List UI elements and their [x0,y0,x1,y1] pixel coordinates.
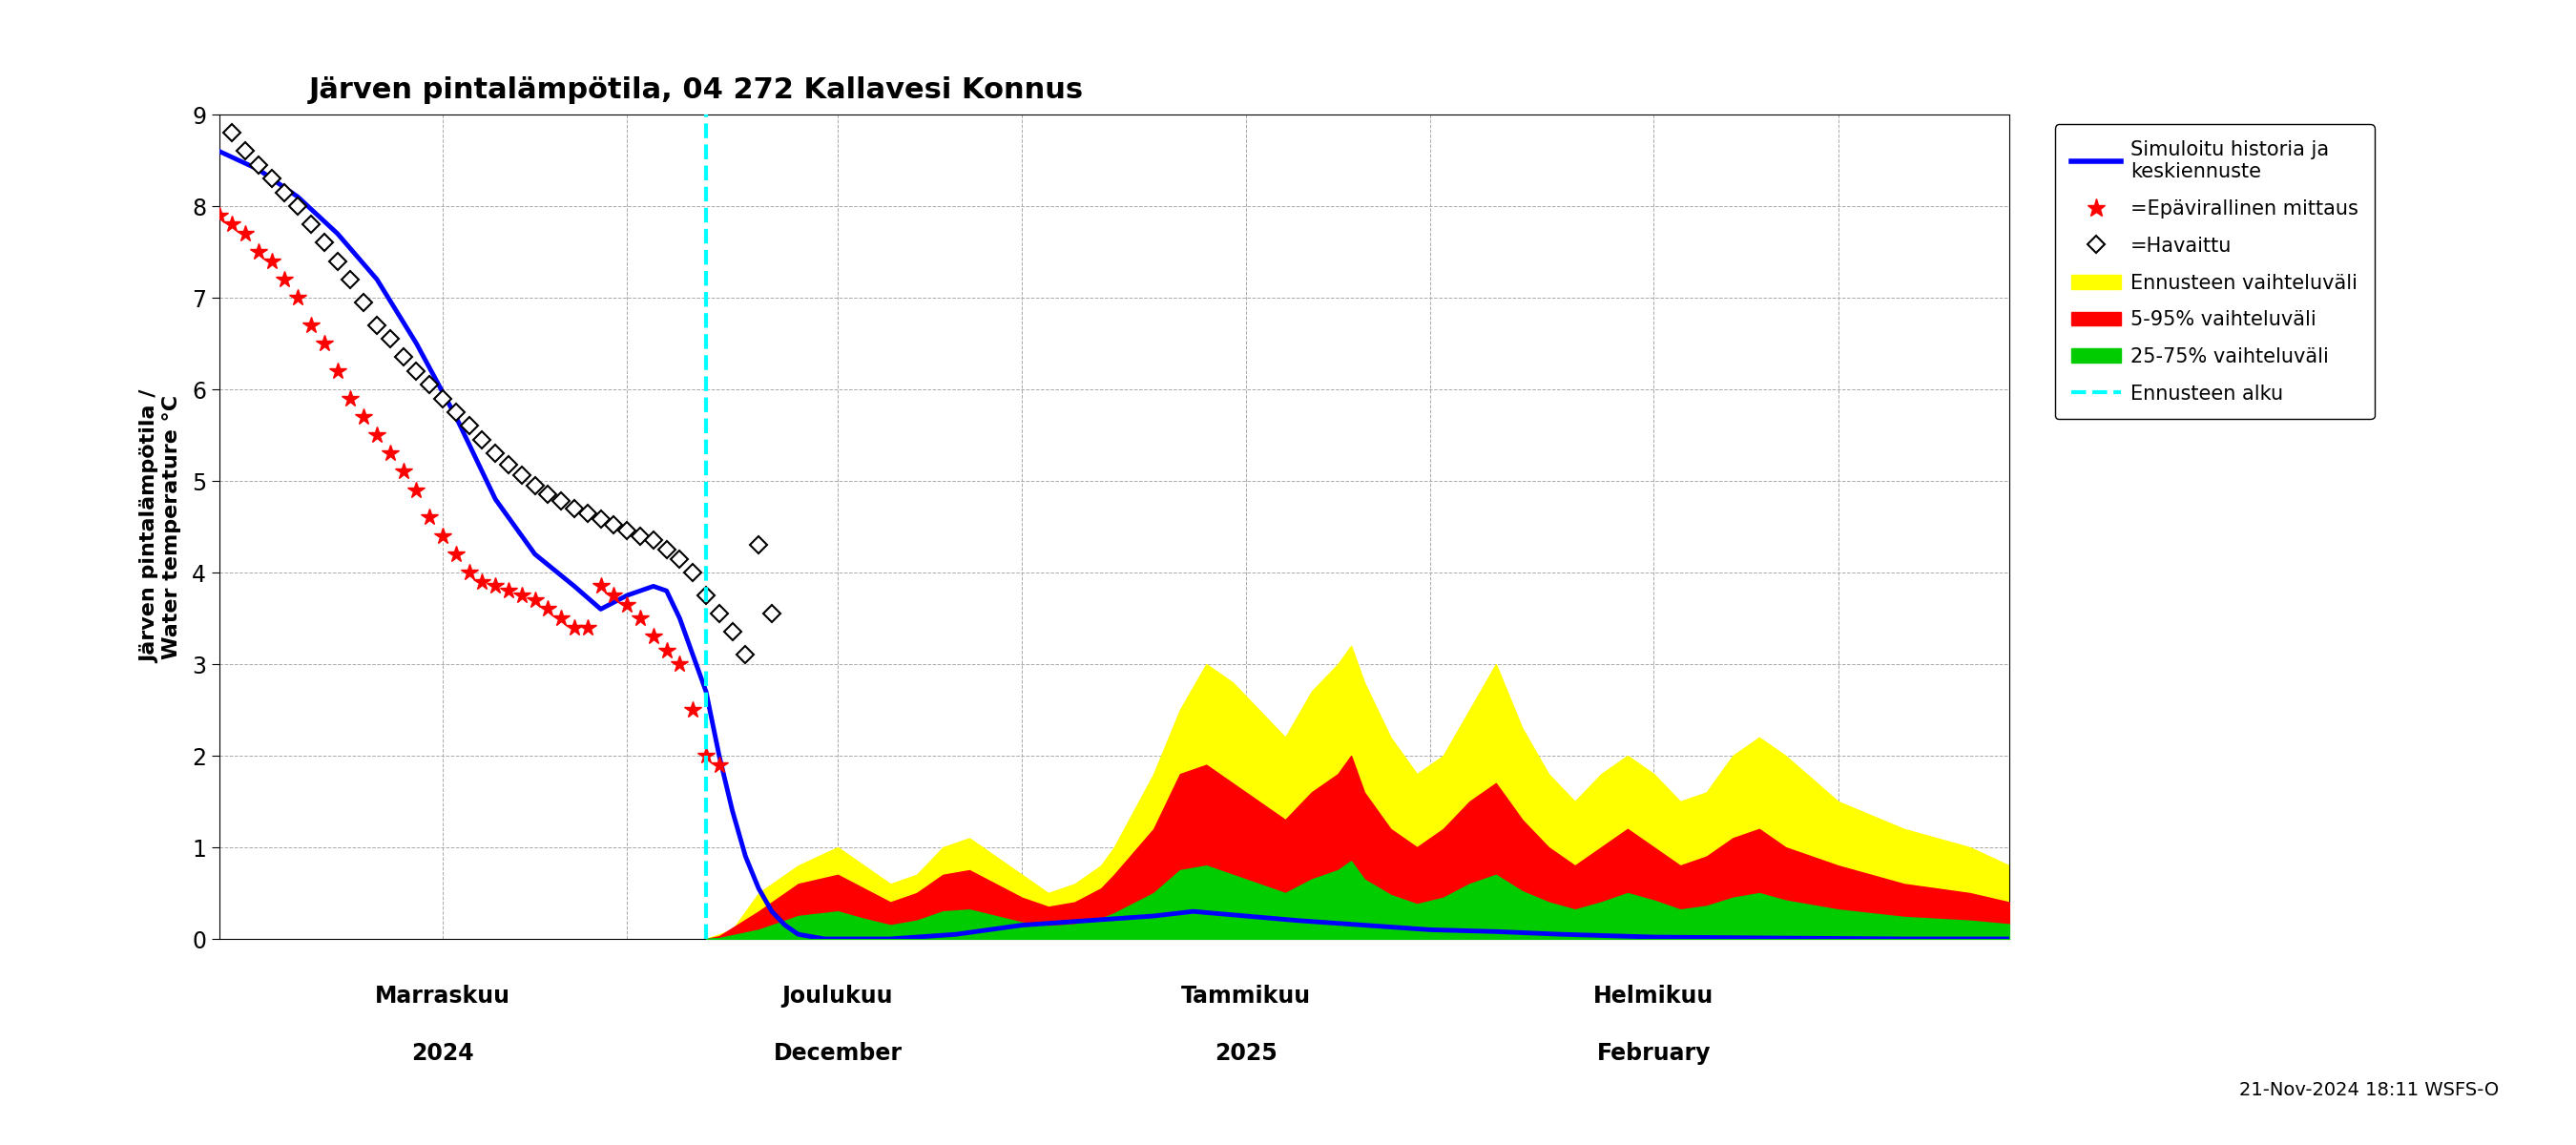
Text: 21-Nov-2024 18:11 WSFS-O: 21-Nov-2024 18:11 WSFS-O [2239,1081,2499,1099]
Text: Helmikuu: Helmikuu [1595,985,1713,1008]
Legend: Simuloitu historia ja
keskiennuste, =Epävirallinen mittaus, =Havaittu, Ennusteen: Simuloitu historia ja keskiennuste, =Epä… [2056,125,2375,419]
Text: Järven pintalämpötila, 04 272 Kallavesi Konnus: Järven pintalämpötila, 04 272 Kallavesi … [309,77,1084,104]
Text: February: February [1597,1042,1710,1065]
Text: 2024: 2024 [412,1042,474,1065]
Text: Marraskuu: Marraskuu [376,985,510,1008]
Text: 2025: 2025 [1213,1042,1278,1065]
Text: Joulukuu: Joulukuu [783,985,894,1008]
Text: December: December [773,1042,902,1065]
Y-axis label: Järven pintalämpötila /
Water temperature °C: Järven pintalämpötila / Water temperatur… [139,390,180,663]
Text: Tammikuu: Tammikuu [1180,985,1311,1008]
